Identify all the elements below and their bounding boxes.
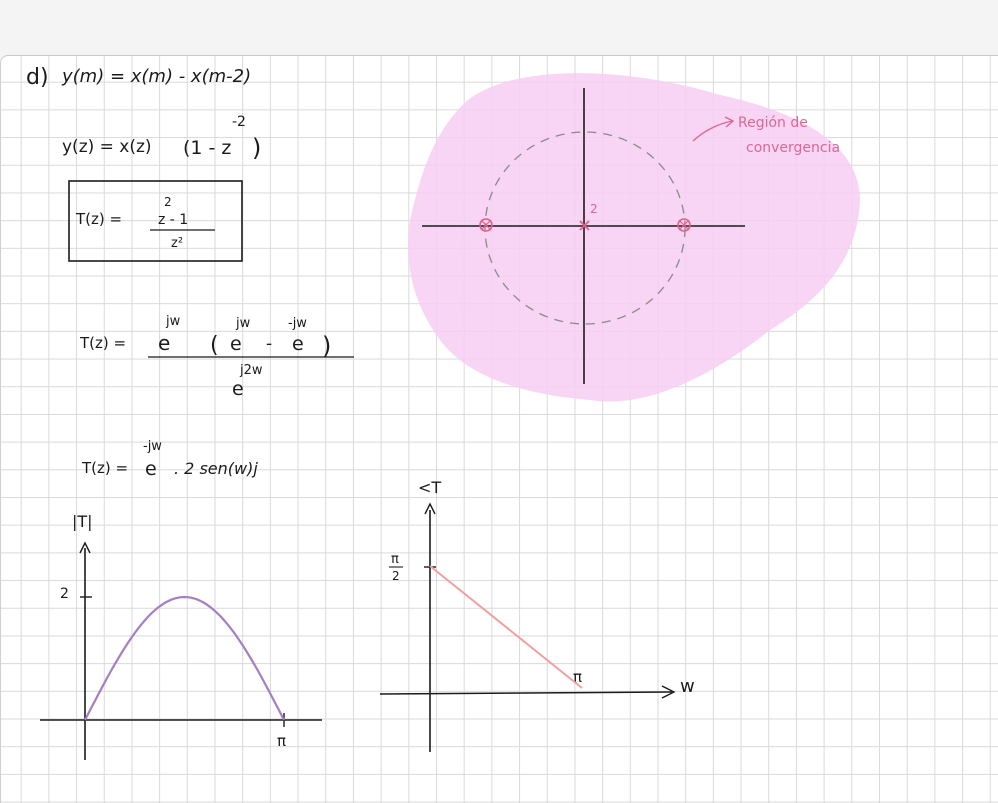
magnitude-y-arrowhead	[79, 541, 91, 554]
magnitude-x-tick-label: π	[277, 732, 286, 750]
exp-e2-sup: -jw	[288, 316, 307, 331]
z-plane-diagram: 2	[422, 88, 745, 384]
magnitude-y-tick-label: 2	[60, 586, 69, 602]
exp-denominator-e: e	[232, 378, 244, 400]
unit-circle	[484, 131, 686, 325]
roc-annotation-arrowhead	[724, 116, 735, 128]
difference-equation: y(m) = x(m) - x(m-2)	[61, 66, 251, 87]
final-e: e	[145, 458, 157, 480]
boxed-numerator: z - 1	[158, 212, 188, 228]
exp-paren-open: (	[210, 333, 219, 358]
z-transform-lhs: y(z) = x(z)	[62, 137, 152, 157]
z-transform-exponent: -2	[232, 114, 246, 130]
zero-marker-left	[479, 218, 493, 232]
final-rest: . 2 sen(w)j	[174, 459, 258, 478]
exp-leading-sup: jw	[165, 314, 181, 329]
phase-y-arrowhead	[424, 502, 436, 515]
zero-marker-left-cross-2	[480, 219, 492, 231]
phase-plot: <T w π 2 π	[379, 478, 695, 752]
pole-order-label: 2	[590, 202, 598, 216]
boxed-transfer-function	[68, 180, 243, 262]
phase-x-arrowhead	[661, 685, 676, 699]
phase-line	[429, 565, 583, 689]
phase-ylabel: <T	[418, 478, 441, 497]
final-T-label: T(z) =	[81, 459, 128, 477]
magnitude-plot: |T| 2 π	[40, 512, 322, 760]
part-label: d)	[26, 65, 49, 90]
boxed-numerator-exponent: 2	[164, 195, 172, 209]
phase-x-tick-label: π	[573, 668, 582, 686]
magnitude-ylabel: |T|	[72, 512, 93, 531]
phase-y-tick-denominator: 2	[392, 569, 400, 583]
exp-paren-close: )	[322, 332, 331, 360]
exp-T-label: T(z) =	[79, 334, 126, 352]
z-transform-close: )	[252, 134, 261, 162]
boxed-T-label: T(z) =	[75, 210, 122, 228]
z-transform-factor: (1 - z	[183, 137, 231, 159]
zero-marker-right	[677, 218, 691, 232]
exp-denominator-sup: j2w	[239, 363, 263, 378]
magnitude-curve	[84, 595, 285, 721]
phase-y-tick-numerator: π	[391, 552, 399, 567]
exp-leading-e: e	[158, 331, 170, 355]
roc-annotation-line2: convergencia	[746, 140, 840, 156]
roc-highlight	[408, 73, 860, 402]
boxed-denominator: z²	[171, 236, 183, 251]
exp-e2: e	[292, 333, 304, 355]
phase-x-axis	[379, 691, 673, 695]
zero-marker-right-cross-2	[678, 219, 690, 231]
phase-xlabel: w	[680, 676, 695, 697]
pole-marker-cross-2	[579, 220, 590, 231]
roc-annotation-arrow	[692, 120, 733, 142]
exp-e1: e	[230, 333, 242, 355]
exp-e1-sup: jw	[235, 316, 251, 331]
exp-minus: -	[266, 334, 272, 354]
roc-annotation-line1: Región de	[738, 115, 808, 131]
final-exponent: -jw	[143, 439, 162, 454]
